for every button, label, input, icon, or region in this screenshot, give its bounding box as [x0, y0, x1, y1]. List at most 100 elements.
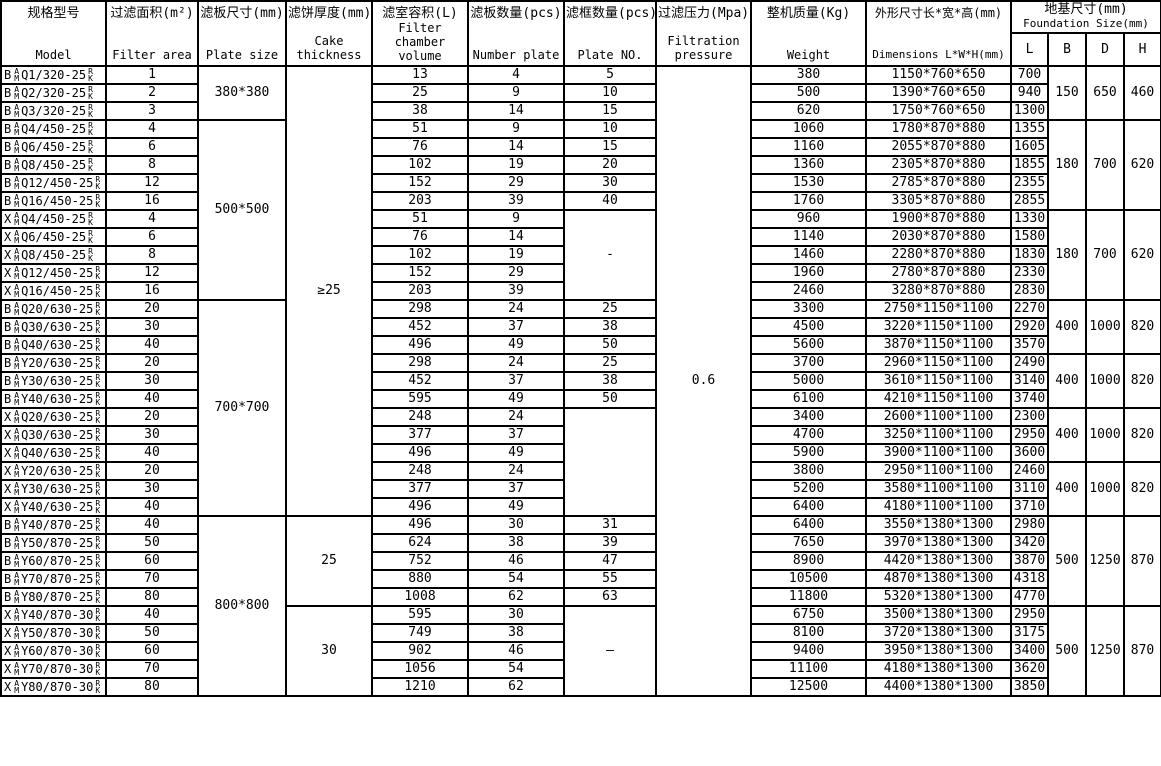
cell-weight: 8100 [750, 623, 867, 643]
model-label: B A M Q2/320-25 R K [3, 86, 104, 100]
cell-foundation-l: 1830 [1010, 245, 1049, 265]
cell-number-plate: 37 [467, 371, 565, 391]
model-code: Y70/870-30 [21, 662, 94, 676]
cell-dimensions: 1750*760*650 [865, 101, 1012, 121]
cell-weight: 1060 [750, 119, 867, 139]
cell-number-plate: 24 [467, 299, 565, 319]
cell-model: B A M Q6/450-25 R K [0, 137, 107, 157]
cell-foundation-h: 820 [1122, 461, 1161, 517]
cell-weight: 1760 [750, 191, 867, 211]
model-prefix: X [4, 410, 12, 424]
cell-model: X A M Q40/630-25 R K [0, 443, 107, 463]
cell-dimensions: 4400*1380*1300 [865, 677, 1012, 697]
cell-filter-area: 30 [105, 479, 199, 499]
cell-plate-no: 50 [563, 389, 657, 409]
model-prefix: B [4, 122, 12, 136]
cell-plate-no: — [563, 605, 657, 697]
model-label: B A M Y80/870-25 R K [3, 589, 104, 605]
cell-filter-area: 20 [105, 353, 199, 373]
cell-number-plate: 24 [467, 407, 565, 427]
cell-filter-area: 4 [105, 119, 199, 139]
cell-dimensions: 1150*760*650 [865, 65, 1012, 85]
cell-foundation-l: 2830 [1010, 281, 1049, 301]
cell-model: X A M Q20/630-25 R K [0, 407, 107, 427]
model-prefix: B [4, 536, 12, 550]
cell-weight: 5600 [750, 335, 867, 355]
cell-filter-area: 6 [105, 227, 199, 247]
col-header-number-plate: 滤板数量(pcs) Number plate [467, 0, 565, 67]
cell-filter-area: 40 [105, 389, 199, 409]
cell-weight: 7650 [750, 533, 867, 553]
model-label: B A M Y40/870-25 R K [3, 517, 104, 533]
model-code: Q12/450-25 [21, 176, 94, 190]
cell-model: B A M Q20/630-25 R K [0, 299, 107, 319]
cell-foundation-h: 820 [1122, 407, 1161, 463]
model-label: X A M Q6/450-25 R K [3, 229, 104, 245]
cell-model: B A M Q1/320-25 R K [0, 65, 107, 85]
cell-chamber-volume: 496 [371, 335, 469, 355]
cell-weight: 6400 [750, 515, 867, 535]
cell-weight: 3800 [750, 461, 867, 481]
cell-chamber-volume: 1210 [371, 677, 469, 697]
table-row: B A M Y50/870-25 R K 50 624 38 39 7650 3970*1380*13… [0, 533, 1161, 553]
cell-foundation-l: 3850 [1010, 677, 1049, 697]
model-label: X A M Q4/450-25 R K [3, 212, 104, 226]
cell-foundation-d: 1000 [1085, 353, 1125, 409]
cell-filter-area: 20 [105, 461, 199, 481]
cell-foundation-h: 870 [1122, 605, 1161, 697]
cell-chamber-volume: 13 [371, 65, 469, 85]
cell-chamber-volume: 38 [371, 101, 469, 121]
cell-foundation-l: 3740 [1010, 389, 1049, 409]
cell-model: X A M Y80/870-30 R K [0, 677, 107, 697]
cell-foundation-b: 180 [1047, 209, 1087, 301]
model-prefix: X [4, 428, 12, 442]
model-label: X A M Y60/870-30 R K [3, 644, 104, 658]
cell-weight: 380 [750, 65, 867, 85]
model-prefix: X [4, 464, 12, 478]
cell-foundation-b: 150 [1047, 65, 1087, 121]
cell-plate-no: 55 [563, 569, 657, 589]
cell-foundation-d: 1000 [1085, 407, 1125, 463]
cell-model: X A M Q6/450-25 R K [0, 227, 107, 247]
cell-plate-no: 20 [563, 155, 657, 175]
model-code: Q1/320-25 [21, 68, 87, 82]
model-prefix: X [4, 446, 12, 460]
cell-number-plate: 49 [467, 335, 565, 355]
cell-number-plate: 46 [467, 551, 565, 571]
model-code: Q6/450-25 [21, 140, 87, 154]
cell-number-plate: 38 [467, 623, 565, 643]
model-code: Y40/630-25 [21, 392, 94, 406]
cell-number-plate: 37 [467, 317, 565, 337]
model-prefix: X [4, 662, 12, 676]
cell-foundation-l: 2355 [1010, 173, 1049, 193]
cell-plate-no: 15 [563, 101, 657, 121]
cell-weight: 3300 [750, 299, 867, 319]
cell-weight: 6400 [750, 497, 867, 517]
cell-foundation-h: 870 [1122, 515, 1161, 607]
table-row: B A M Y80/870-25 R K 80 1008 62 63 11800 5320*1380*… [0, 587, 1161, 607]
cell-foundation-l: 940 [1010, 83, 1049, 103]
cell-number-plate: 39 [467, 281, 565, 301]
model-prefix: B [4, 392, 12, 406]
cell-number-plate: 4 [467, 65, 565, 85]
col-header-chamber-volume: 滤室容积(L) Filter chamber volume [371, 0, 469, 67]
cell-plate-no: 15 [563, 137, 657, 157]
cell-plate-no: 47 [563, 551, 657, 571]
